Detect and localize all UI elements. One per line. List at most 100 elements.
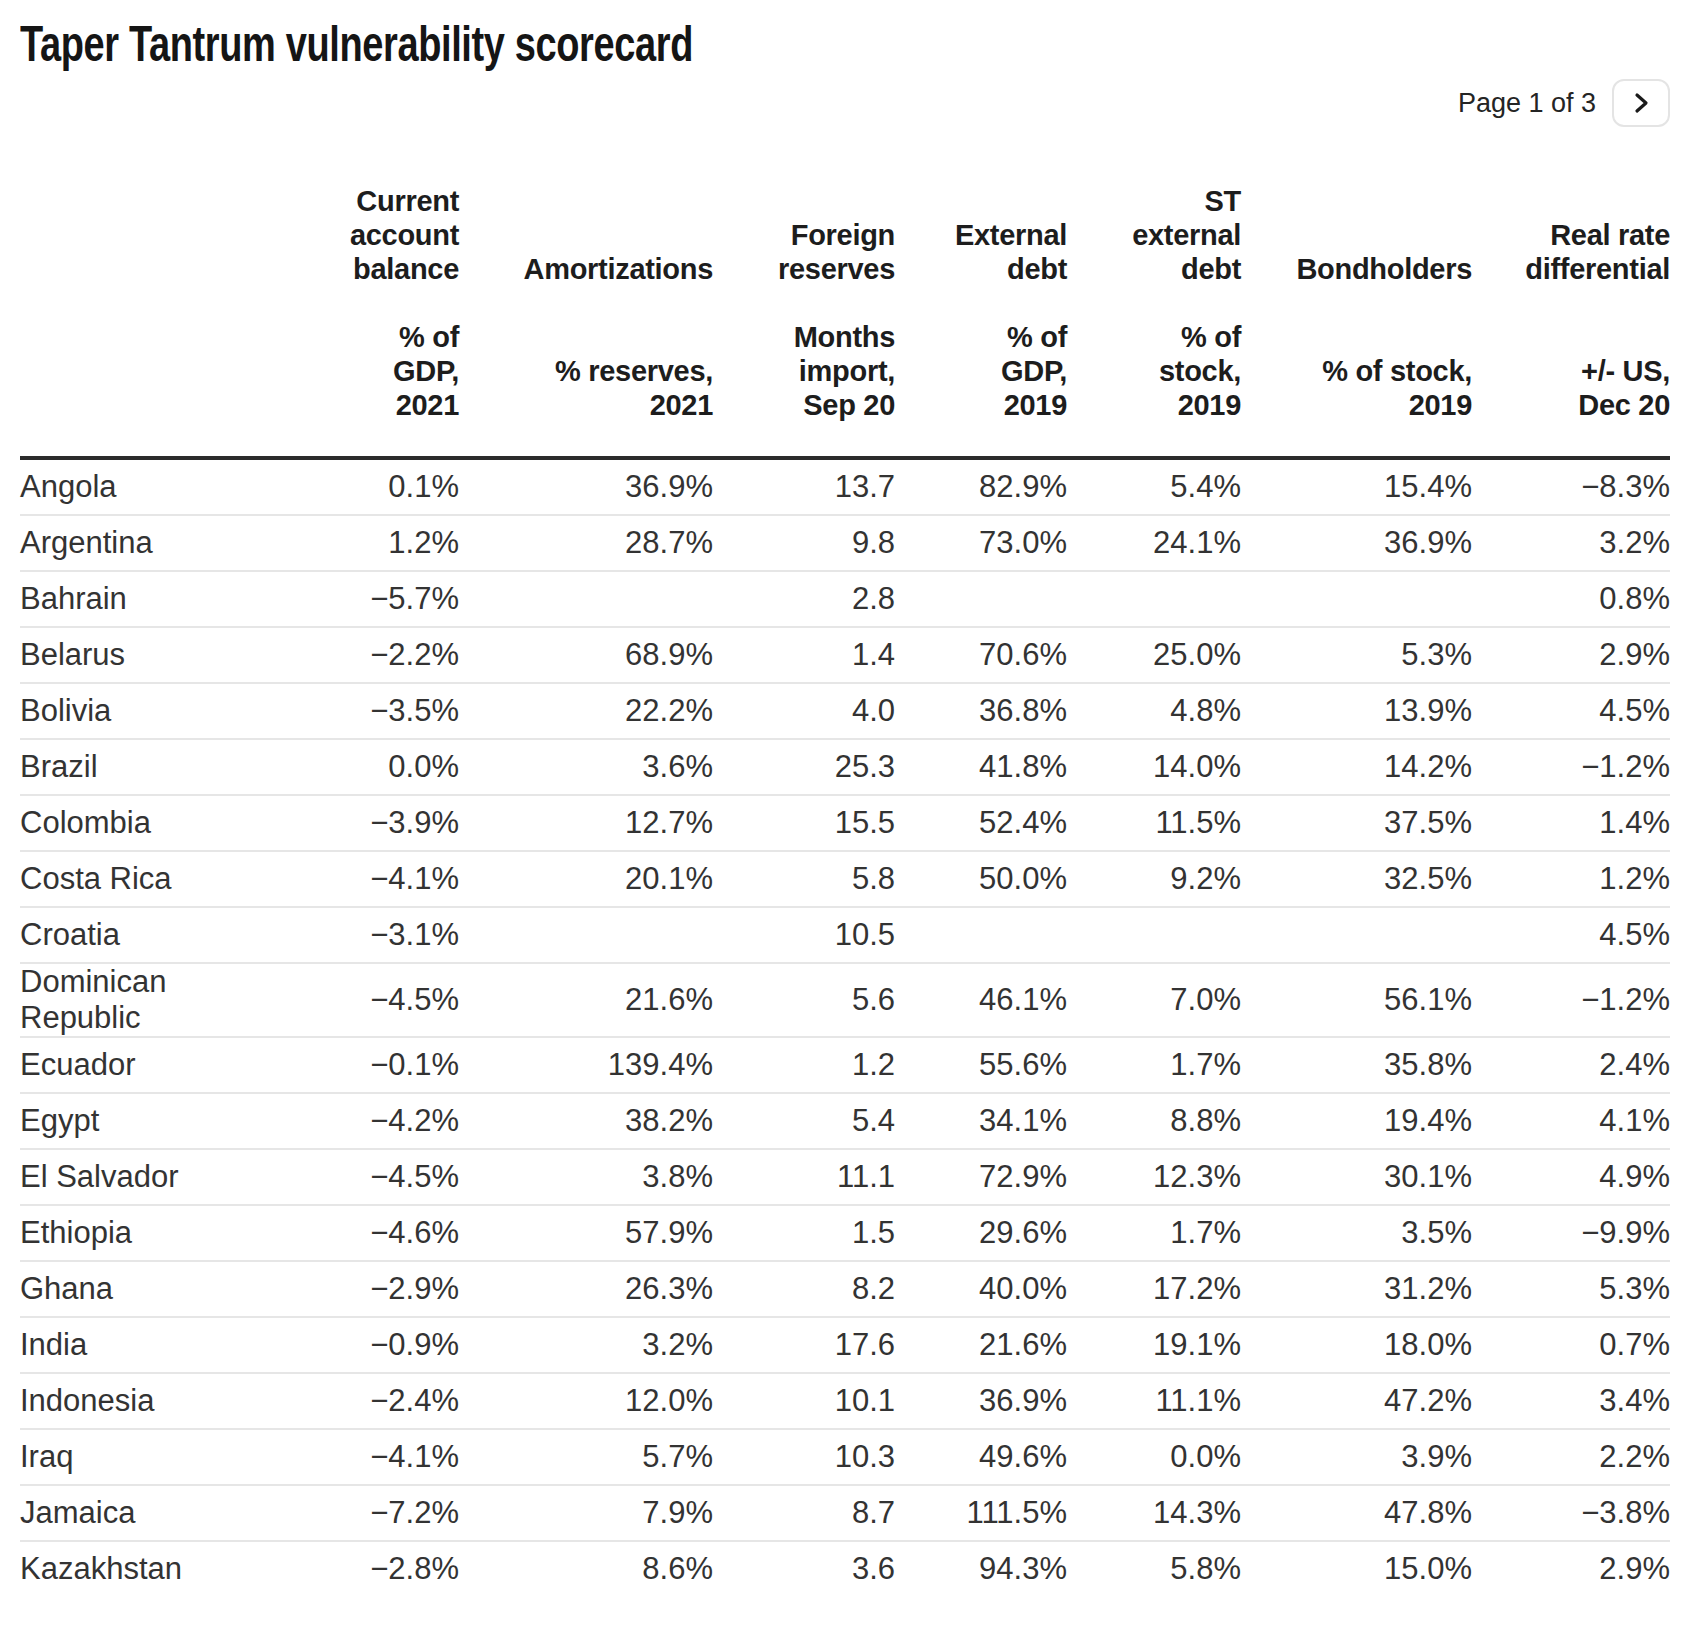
value-cell: 55.6% [895, 1037, 1067, 1093]
value-cell: 31.2% [1241, 1261, 1472, 1317]
value-cell: 5.3% [1241, 627, 1472, 683]
value-cell: −9.9% [1472, 1205, 1670, 1261]
value-cell: 0.0% [280, 739, 459, 795]
value-cell: 5.4% [1067, 458, 1241, 515]
value-cell: 17.2% [1067, 1261, 1241, 1317]
value-cell: 21.6% [459, 963, 713, 1037]
unit-header-foreign-reserves: Months import, Sep 20 [713, 286, 895, 458]
value-cell: −4.1% [280, 851, 459, 907]
country-cell: El Salvador [20, 1149, 280, 1205]
country-cell: Dominican Republic [20, 963, 280, 1037]
value-cell: 26.3% [459, 1261, 713, 1317]
table-row: Brazil0.0%3.6%25.341.8%14.0%14.2%−1.2% [20, 739, 1670, 795]
value-cell: 38.2% [459, 1093, 713, 1149]
country-cell: Ethiopia [20, 1205, 280, 1261]
value-cell: 8.2 [713, 1261, 895, 1317]
value-cell: 5.4 [713, 1093, 895, 1149]
value-cell: 1.4% [1472, 795, 1670, 851]
next-page-button[interactable] [1612, 79, 1670, 127]
value-cell: 13.7 [713, 458, 895, 515]
value-cell: 10.5 [713, 907, 895, 963]
value-cell: 70.6% [895, 627, 1067, 683]
value-cell: −5.7% [280, 571, 459, 627]
value-cell: 41.8% [895, 739, 1067, 795]
country-cell: Argentina [20, 515, 280, 571]
value-cell: 1.2% [1472, 851, 1670, 907]
value-cell: 11.5% [1067, 795, 1241, 851]
value-cell: 3.4% [1472, 1373, 1670, 1429]
country-cell: Colombia [20, 795, 280, 851]
value-cell: 8.7 [713, 1485, 895, 1541]
country-cell: Kazakhstan [20, 1541, 280, 1596]
value-cell: 14.3% [1067, 1485, 1241, 1541]
value-cell: 0.7% [1472, 1317, 1670, 1373]
value-cell: 57.9% [459, 1205, 713, 1261]
value-cell: 2.9% [1472, 627, 1670, 683]
column-header-foreign-reserves: Foreign reserves [713, 128, 895, 286]
scorecard-table: Current account balance Amortizations Fo… [20, 128, 1670, 1596]
table-row: Belarus−2.2%68.9%1.470.6%25.0%5.3%2.9% [20, 627, 1670, 683]
table-row: Costa Rica−4.1%20.1%5.850.0%9.2%32.5%1.2… [20, 851, 1670, 907]
value-cell: 47.8% [1241, 1485, 1472, 1541]
table-row: Iraq−4.1%5.7%10.349.6%0.0%3.9%2.2% [20, 1429, 1670, 1485]
value-cell: −8.3% [1472, 458, 1670, 515]
value-cell: 13.9% [1241, 683, 1472, 739]
value-cell: 52.4% [895, 795, 1067, 851]
value-cell: −4.5% [280, 1149, 459, 1205]
value-cell: 73.0% [895, 515, 1067, 571]
value-cell: 2.2% [1472, 1429, 1670, 1485]
value-cell: 46.1% [895, 963, 1067, 1037]
table-row: Indonesia−2.4%12.0%10.136.9%11.1%47.2%3.… [20, 1373, 1670, 1429]
value-cell: 49.6% [895, 1429, 1067, 1485]
value-cell: −3.8% [1472, 1485, 1670, 1541]
header-row-units: % of GDP, 2021 % reserves, 2021 Months i… [20, 286, 1670, 458]
value-cell: −4.2% [280, 1093, 459, 1149]
table-row: El Salvador−4.5%3.8%11.172.9%12.3%30.1%4… [20, 1149, 1670, 1205]
value-cell: 12.0% [459, 1373, 713, 1429]
table-row: Croatia−3.1%10.54.5% [20, 907, 1670, 963]
value-cell: 32.5% [1241, 851, 1472, 907]
country-cell: Iraq [20, 1429, 280, 1485]
value-cell: 1.7% [1067, 1205, 1241, 1261]
unit-header-real-rate-differential: +/- US, Dec 20 [1472, 286, 1670, 458]
value-cell: 24.1% [1067, 515, 1241, 571]
value-cell: −0.1% [280, 1037, 459, 1093]
table-body: Angola0.1%36.9%13.782.9%5.4%15.4%−8.3%Ar… [20, 458, 1670, 1596]
value-cell: 3.6 [713, 1541, 895, 1596]
header-row-labels: Current account balance Amortizations Fo… [20, 128, 1670, 286]
value-cell: −2.2% [280, 627, 459, 683]
value-cell: 0.0% [1067, 1429, 1241, 1485]
value-cell: 5.3% [1472, 1261, 1670, 1317]
column-header-real-rate-differential: Real rate differential [1472, 128, 1670, 286]
value-cell: 15.4% [1241, 458, 1472, 515]
chevron-right-icon [1629, 91, 1653, 115]
unit-header-current-account: % of GDP, 2021 [280, 286, 459, 458]
value-cell: 72.9% [895, 1149, 1067, 1205]
country-cell: India [20, 1317, 280, 1373]
value-cell: 1.7% [1067, 1037, 1241, 1093]
value-cell: 3.2% [459, 1317, 713, 1373]
value-cell: 37.5% [1241, 795, 1472, 851]
value-cell: 17.6 [713, 1317, 895, 1373]
value-cell: 3.8% [459, 1149, 713, 1205]
value-cell: 0.8% [1472, 571, 1670, 627]
value-cell: 8.8% [1067, 1093, 1241, 1149]
value-cell: 11.1% [1067, 1373, 1241, 1429]
value-cell: 4.5% [1472, 683, 1670, 739]
value-cell: 0.1% [280, 458, 459, 515]
value-cell: 1.2% [280, 515, 459, 571]
value-cell: 15.0% [1241, 1541, 1472, 1596]
country-cell: Belarus [20, 627, 280, 683]
table-row: Egypt−4.2%38.2%5.434.1%8.8%19.4%4.1% [20, 1093, 1670, 1149]
value-cell: 19.4% [1241, 1093, 1472, 1149]
country-cell: Egypt [20, 1093, 280, 1149]
value-cell: 111.5% [895, 1485, 1067, 1541]
value-cell: 3.9% [1241, 1429, 1472, 1485]
value-cell: 29.6% [895, 1205, 1067, 1261]
table-row: Kazakhstan−2.8%8.6%3.694.3%5.8%15.0%2.9% [20, 1541, 1670, 1596]
value-cell: 30.1% [1241, 1149, 1472, 1205]
value-cell: −2.8% [280, 1541, 459, 1596]
country-cell: Bolivia [20, 683, 280, 739]
country-cell: Bahrain [20, 571, 280, 627]
table-header: Current account balance Amortizations Fo… [20, 128, 1670, 458]
